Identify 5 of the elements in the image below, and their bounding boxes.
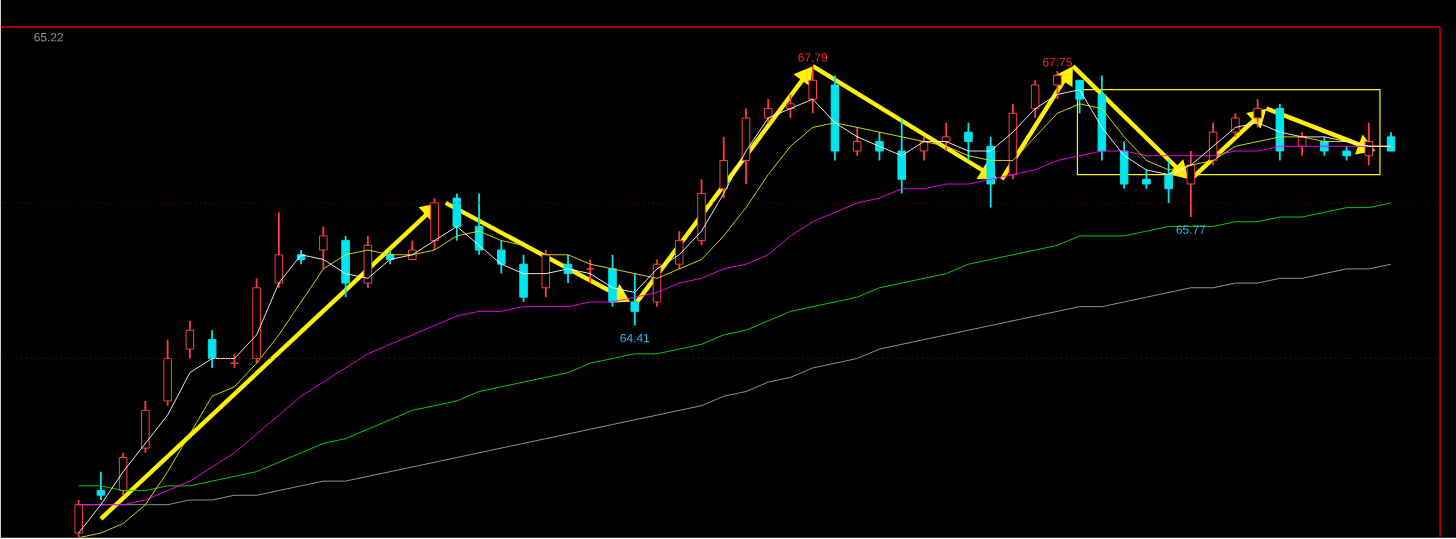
text: 65.22 xyxy=(34,33,64,42)
annotation: 67.79 xyxy=(798,53,828,62)
annotation: 64.41 xyxy=(620,334,650,343)
annotation: 65.77 xyxy=(1176,225,1206,235)
annotation: 67.75 xyxy=(1043,58,1072,67)
